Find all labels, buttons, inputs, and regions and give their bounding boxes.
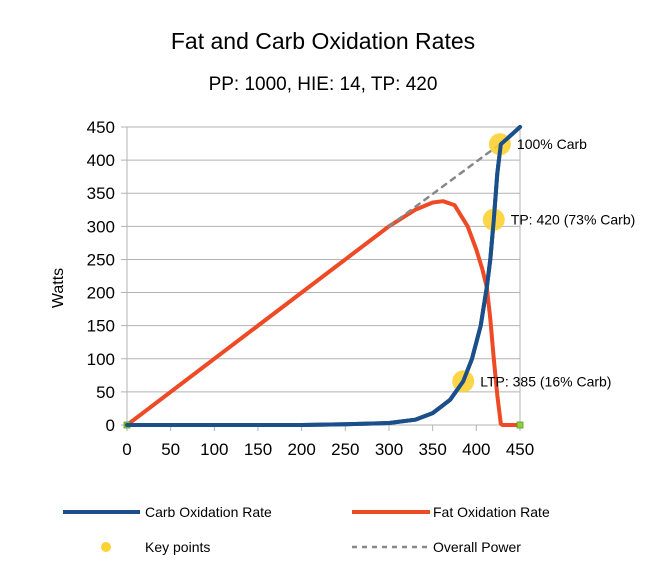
y-tick-label: 250 xyxy=(87,250,115,269)
legend: Carb Oxidation Rate Fat Oxidation Rate K… xyxy=(63,504,550,555)
x-tick-label: 50 xyxy=(161,440,180,459)
endpoint-marker xyxy=(516,421,524,429)
x-tick-label: 350 xyxy=(418,440,446,459)
chart-title: Fat and Carb Oxidation Rates xyxy=(171,28,475,54)
legend-carb-label: Carb Oxidation Rate xyxy=(145,504,272,520)
x-tick-label: 200 xyxy=(287,440,315,459)
legend-fat-label: Fat Oxidation Rate xyxy=(433,504,550,520)
fat-oxidation-rate-line xyxy=(125,199,522,427)
x-tick-label: 250 xyxy=(331,440,359,459)
y-tick-label: 0 xyxy=(106,416,115,435)
y-tick-label: 150 xyxy=(87,317,115,336)
chart-subtitle: PP: 1000, HIE: 14, TP: 420 xyxy=(209,74,438,95)
key-point-label: TP: 420 (73% Carb) xyxy=(511,212,636,228)
y-tick-label: 350 xyxy=(87,184,115,203)
x-tick-label: 450 xyxy=(506,440,534,459)
x-tick-label: 100 xyxy=(200,440,228,459)
y-tick-label: 50 xyxy=(96,383,115,402)
overall-power-line xyxy=(387,142,502,228)
y-tick-label: 100 xyxy=(87,350,115,369)
x-tick-label: 150 xyxy=(244,440,272,459)
carb-oxidation-rate-line xyxy=(125,125,522,427)
y-tick-label: 200 xyxy=(87,284,115,303)
x-tick-label: 400 xyxy=(462,440,490,459)
key-point-label: LTP: 385 (16% Carb) xyxy=(480,373,611,389)
y-tick-label: 450 xyxy=(87,118,115,137)
x-tick-label: 0 xyxy=(122,440,131,459)
legend-power-label: Overall Power xyxy=(433,539,521,555)
y-tick-label: 300 xyxy=(87,217,115,236)
y-axis-label: Watts xyxy=(50,268,67,308)
key-point-label: 100% Carb xyxy=(517,136,587,152)
legend-keypoints-label: Key points xyxy=(145,539,210,555)
y-tick-label: 400 xyxy=(87,151,115,170)
legend-keypoints-swatch xyxy=(101,542,111,552)
x-tick-label: 300 xyxy=(375,440,403,459)
